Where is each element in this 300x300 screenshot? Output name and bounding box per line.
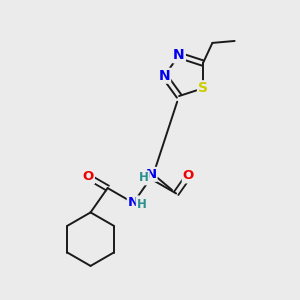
Text: H: H <box>137 198 147 211</box>
Text: N: N <box>158 69 170 83</box>
Text: S: S <box>198 81 208 95</box>
Text: N: N <box>173 48 185 62</box>
Text: O: O <box>183 169 194 182</box>
Text: H: H <box>139 171 149 184</box>
Text: N: N <box>128 196 139 209</box>
Text: N: N <box>146 168 157 181</box>
Text: O: O <box>83 170 94 183</box>
